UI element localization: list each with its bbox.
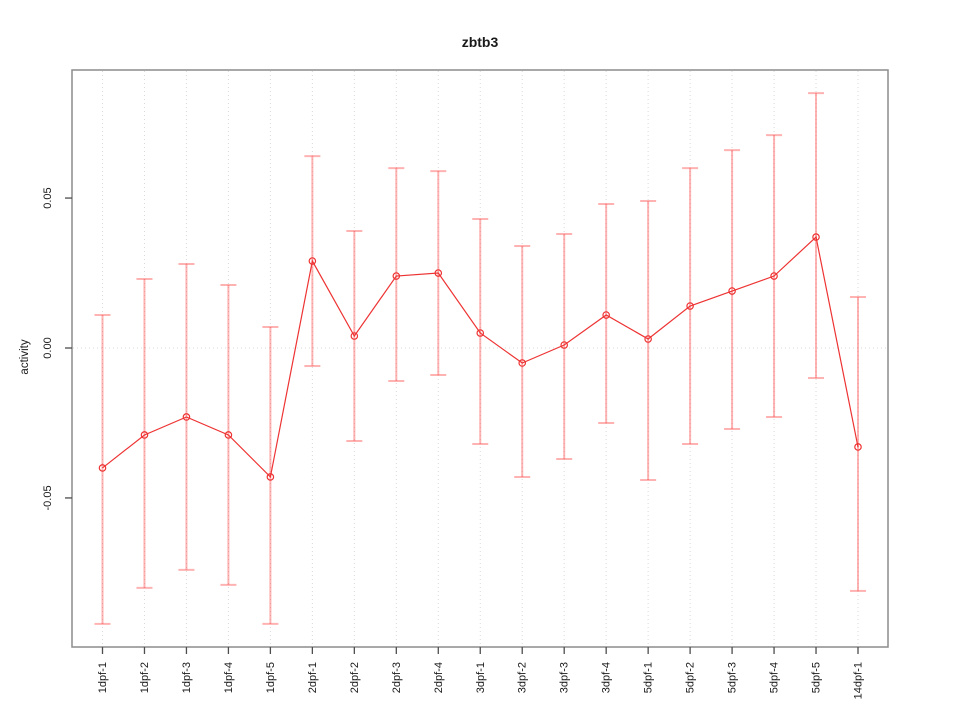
data-point (854, 443, 862, 451)
x-tick-label: 2dpf-4 (433, 662, 445, 693)
data-point (686, 302, 694, 310)
y-axis-label: activity (19, 339, 31, 374)
x-tick-label: 3dpf-4 (601, 662, 613, 693)
data-point (644, 335, 652, 343)
x-tick-label: 1dpf-1 (97, 662, 109, 693)
y-tick-label: 0.05 (42, 187, 54, 208)
x-tick-label: 2dpf-3 (391, 662, 403, 693)
data-point (560, 341, 568, 349)
x-tick-label: 3dpf-2 (517, 662, 529, 693)
x-tick-label: 14dpf-1 (853, 662, 865, 699)
x-tick-label: 2dpf-1 (307, 662, 319, 693)
data-point (98, 464, 107, 472)
x-tick-label: 1dpf-4 (223, 662, 235, 693)
data-point (770, 272, 778, 280)
x-tick-label: 2dpf-2 (349, 662, 361, 693)
data-point (476, 329, 485, 337)
y-tick-label: -0.05 (42, 485, 54, 510)
data-point (224, 431, 233, 439)
y-tick-label: 0.00 (42, 337, 54, 358)
x-tick-label: 5dpf-3 (727, 662, 739, 693)
data-point (350, 332, 359, 340)
data-points (98, 233, 862, 481)
x-tick-label: 1dpf-5 (265, 662, 277, 693)
x-tick-label: 5dpf-5 (811, 662, 823, 693)
series-line (102, 235, 859, 479)
chart-title: zbtb3 (462, 34, 499, 50)
data-point (518, 359, 527, 367)
x-tick-label: 1dpf-3 (181, 662, 193, 693)
x-tick-label: 1dpf-2 (139, 662, 151, 693)
tick-labels: -0.05 0.00 0.05 1dpf-1 1dpf-2 1dpf-3 1dpf-4 1dp… (42, 187, 865, 699)
data-point (602, 311, 610, 319)
x-tick-label: 3dpf-1 (475, 662, 487, 693)
data-point (140, 431, 149, 439)
data-point (266, 473, 275, 481)
axis-ticks (65, 197, 859, 654)
data-point (182, 413, 191, 421)
x-tick-label: 5dpf-1 (643, 662, 655, 693)
series-polyline (102, 235, 859, 479)
x-tick-label: 3dpf-3 (559, 662, 571, 693)
data-point (812, 233, 820, 241)
x-tick-label: 5dpf-2 (685, 662, 697, 693)
data-point (308, 257, 317, 265)
data-point (392, 272, 401, 280)
x-tick-label: 5dpf-4 (769, 662, 781, 693)
data-point (728, 287, 736, 295)
data-point (434, 269, 443, 277)
